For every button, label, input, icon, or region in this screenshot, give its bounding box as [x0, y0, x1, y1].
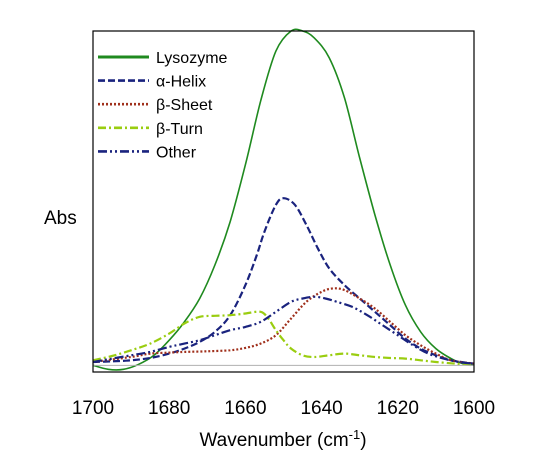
- legend-label-turn: β-Turn: [156, 121, 203, 138]
- series-line-lysozyme: [92, 28, 475, 371]
- legend-label-other: Other: [156, 144, 197, 161]
- series-line-turn: [92, 310, 475, 367]
- x-axis-ticks: 1700 1680 1660 1640 1620 1600: [72, 398, 495, 419]
- x-tick-label: 1640: [300, 398, 342, 419]
- y-axis-label: Abs: [44, 208, 77, 229]
- x-axis-label-main: Wavenumber (cm: [199, 430, 348, 451]
- x-tick-label: 1700: [72, 398, 114, 419]
- x-tick-label: 1620: [377, 398, 419, 419]
- x-axis-label-close: ): [360, 430, 366, 451]
- x-axis-label-superscript: -1: [349, 427, 361, 442]
- legend: Lysozyme α-Helix β-Sheet β-Turn Other: [98, 50, 228, 161]
- x-tick-label: 1660: [224, 398, 266, 419]
- x-axis-label: Wavenumber (cm-1): [199, 427, 366, 451]
- plot-frame: [92, 30, 475, 373]
- legend-label-lysozyme: Lysozyme: [156, 50, 228, 67]
- legend-label-sheet: β-Sheet: [156, 97, 213, 114]
- legend-label-helix: α-Helix: [156, 74, 206, 91]
- x-tick-label: 1600: [453, 398, 495, 419]
- x-tick-label: 1680: [148, 398, 190, 419]
- series-layer: [92, 28, 475, 371]
- series-line-other: [92, 295, 475, 365]
